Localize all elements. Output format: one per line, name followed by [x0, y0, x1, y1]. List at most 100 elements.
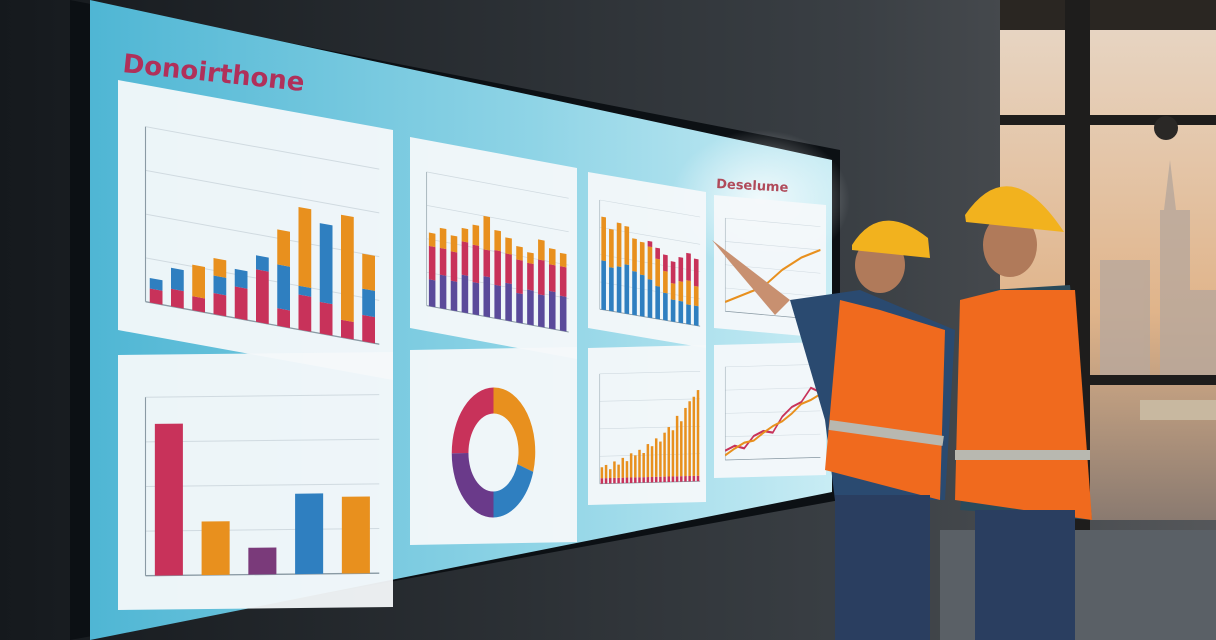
gridline	[145, 126, 380, 170]
bar-segment	[667, 476, 671, 483]
bar-segment	[559, 266, 567, 297]
bar-segment	[663, 254, 668, 272]
bar-segment	[213, 275, 227, 296]
bar-segment	[461, 227, 469, 243]
window-frame	[1000, 115, 1216, 125]
bar-segment	[439, 247, 447, 276]
bar-segment	[638, 477, 641, 483]
bar-segment	[688, 475, 691, 482]
bar-segment	[646, 444, 650, 478]
bar-segment	[483, 249, 491, 278]
bar-segment	[654, 476, 658, 483]
bar-segment	[678, 281, 684, 302]
bar-segment	[516, 259, 523, 295]
bar-segment	[663, 476, 666, 483]
bar-segment	[608, 477, 612, 484]
bar-segment	[659, 476, 662, 483]
bar-segment	[527, 262, 534, 291]
gridline	[599, 226, 701, 245]
bar-segment	[671, 430, 675, 477]
bar-segment	[450, 251, 458, 282]
bar-segment	[686, 304, 691, 325]
worker-right	[955, 186, 1092, 640]
bar-segment	[693, 285, 699, 307]
table	[1140, 400, 1216, 420]
bar-segment	[654, 438, 658, 477]
ceiling	[1000, 0, 1216, 30]
bar-segment	[319, 301, 333, 336]
gridline	[145, 394, 380, 398]
gridline	[725, 433, 821, 437]
bar-segment	[667, 427, 671, 477]
chart-panel	[410, 137, 578, 359]
bar-segment	[675, 476, 679, 482]
bar-segment	[634, 477, 637, 483]
gridline	[599, 425, 701, 430]
bar-segment	[213, 258, 227, 278]
line	[724, 393, 821, 457]
bar-segment	[538, 294, 545, 328]
bar	[341, 496, 370, 574]
bar-segment	[617, 464, 620, 478]
bar-segment	[629, 453, 633, 478]
bar-segment	[256, 255, 269, 272]
bar-segment	[647, 246, 653, 280]
bar-segment	[659, 441, 662, 477]
bar	[248, 547, 277, 575]
bar-segment	[675, 415, 679, 477]
bar-segment	[671, 476, 675, 482]
bar-segment	[601, 216, 606, 262]
bar-segment	[234, 268, 248, 289]
bar-segment	[663, 432, 666, 477]
bar	[201, 521, 230, 576]
bar-segment	[609, 267, 614, 312]
bar-segment	[319, 223, 333, 305]
bar-segment	[171, 267, 184, 292]
gridline	[725, 241, 821, 251]
bar-segment	[686, 252, 691, 281]
bar-segment	[688, 401, 691, 477]
donut-segment	[493, 387, 536, 472]
bar-segment	[483, 276, 491, 318]
chart-panel	[118, 80, 393, 381]
bar-segment	[439, 227, 447, 250]
bar-segment	[494, 229, 501, 252]
bar-segment	[678, 257, 684, 282]
bar-segment	[621, 477, 625, 484]
gridline	[145, 438, 380, 443]
bar-segment	[559, 295, 567, 332]
bar-segment	[609, 228, 614, 268]
gridline	[145, 528, 380, 532]
bar-segment	[428, 232, 436, 248]
bar-segment	[450, 280, 458, 312]
gridline	[599, 453, 701, 457]
bar-segment	[362, 314, 376, 344]
bar-segment	[692, 475, 696, 482]
bar-segment	[617, 477, 620, 484]
panels	[118, 80, 827, 611]
bar-segment	[696, 390, 700, 476]
bar-segment	[684, 476, 687, 482]
bar-segment	[647, 240, 653, 248]
bar-segment	[625, 461, 629, 478]
bar-segment	[642, 477, 645, 483]
bar-segment	[548, 290, 556, 330]
bar-segment	[625, 477, 629, 484]
bar-segment	[616, 266, 622, 313]
panel-card	[118, 351, 393, 611]
bar-segment	[642, 452, 645, 478]
axis	[599, 480, 701, 485]
panel-card	[410, 346, 578, 545]
bar-segment	[559, 252, 567, 268]
bar-segment	[149, 288, 163, 305]
gridline	[599, 398, 701, 402]
gridline	[145, 213, 380, 258]
bar-segment	[613, 461, 616, 478]
bar-segment	[516, 292, 523, 324]
bar-segment	[634, 455, 637, 478]
bar-segment	[670, 283, 676, 301]
bar-segment	[693, 258, 699, 287]
bar-segment	[613, 477, 616, 484]
bar-segment	[192, 264, 205, 299]
